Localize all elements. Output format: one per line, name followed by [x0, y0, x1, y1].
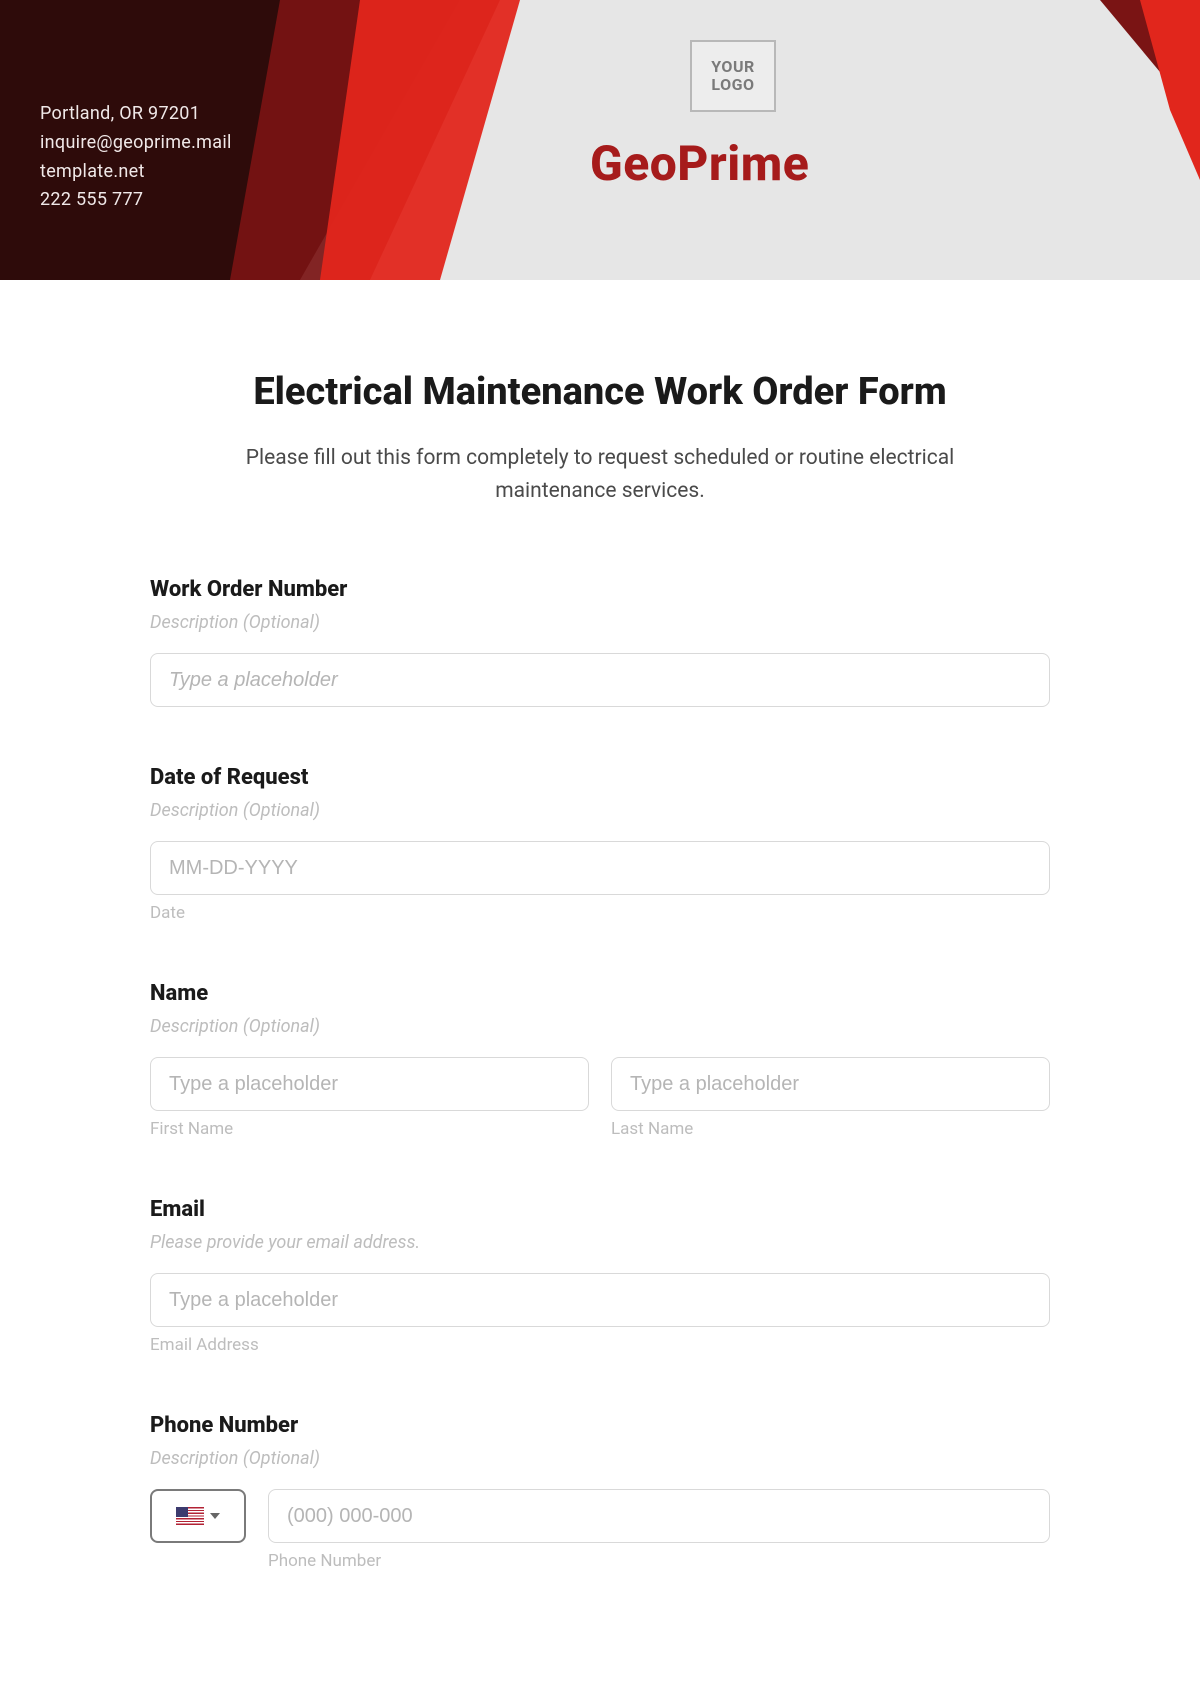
phone-input[interactable] [268, 1489, 1050, 1543]
work-order-desc: Description (Optional) [150, 612, 1050, 633]
brand-name: GeoPrime [590, 135, 809, 192]
page-title: Electrical Maintenance Work Order Form [150, 370, 1050, 414]
company-website: template.net [40, 158, 232, 187]
email-hint: Email Address [150, 1335, 1050, 1355]
phone-field-group: Phone Number Description (Optional) Phon… [150, 1413, 1050, 1571]
name-desc: Description (Optional) [150, 1016, 1050, 1037]
company-phone: 222 555 777 [40, 186, 232, 215]
work-order-input[interactable] [150, 653, 1050, 707]
phone-hint: Phone Number [268, 1551, 1050, 1571]
company-email: inquire@geoprime.mail [40, 129, 232, 158]
work-order-field-group: Work Order Number Description (Optional) [150, 577, 1050, 707]
country-code-select[interactable] [150, 1489, 246, 1543]
company-contact-block: Portland, OR 97201 inquire@geoprime.mail… [40, 100, 232, 215]
work-order-label: Work Order Number [150, 577, 1050, 602]
name-label: Name [150, 981, 1050, 1006]
email-desc: Please provide your email address. [150, 1232, 1050, 1253]
date-field-group: Date of Request Description (Optional) D… [150, 765, 1050, 923]
last-name-input[interactable] [611, 1057, 1050, 1111]
form-container: Electrical Maintenance Work Order Form P… [150, 280, 1050, 1651]
chevron-down-icon [210, 1513, 220, 1519]
email-input[interactable] [150, 1273, 1050, 1327]
us-flag-icon [176, 1507, 204, 1525]
date-input[interactable] [150, 841, 1050, 895]
email-field-group: Email Please provide your email address.… [150, 1197, 1050, 1355]
date-hint: Date [150, 903, 1050, 923]
name-field-group: Name Description (Optional) First Name L… [150, 981, 1050, 1139]
last-name-hint: Last Name [611, 1119, 1050, 1139]
page-subtitle: Please fill out this form completely to … [210, 442, 990, 507]
first-name-hint: First Name [150, 1119, 589, 1139]
phone-label: Phone Number [150, 1413, 1050, 1438]
first-name-input[interactable] [150, 1057, 589, 1111]
logo-placeholder: YOUR LOGO [690, 40, 776, 112]
header-banner: Portland, OR 97201 inquire@geoprime.mail… [0, 0, 1200, 280]
date-label: Date of Request [150, 765, 1050, 790]
company-address: Portland, OR 97201 [40, 100, 232, 129]
logo-placeholder-text: YOUR LOGO [711, 58, 755, 93]
date-desc: Description (Optional) [150, 800, 1050, 821]
email-label: Email [150, 1197, 1050, 1222]
phone-desc: Description (Optional) [150, 1448, 1050, 1469]
